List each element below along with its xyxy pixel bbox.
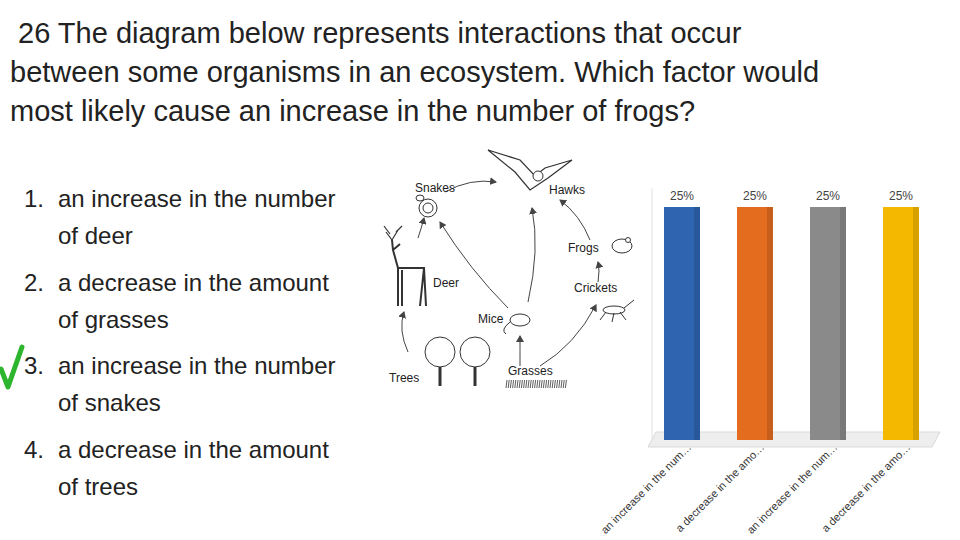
node-label: Deer [433, 276, 459, 290]
data-label: 25% [670, 189, 694, 203]
bar [883, 207, 919, 440]
value-axis-line [652, 188, 653, 440]
option-number: 1. [24, 180, 44, 217]
option-text: an increase in the number of snakes [58, 347, 348, 421]
question-line: between some organisms in an ecosystem. … [10, 53, 819, 92]
tree-icon [425, 337, 455, 367]
arrow [440, 222, 508, 308]
option-number: 2. [24, 264, 44, 301]
node-label: Hawks [549, 183, 585, 197]
node-label: Frogs [568, 241, 599, 255]
arrow [528, 208, 535, 302]
arrow [402, 312, 408, 352]
bar-shade [767, 207, 773, 440]
snake-icon [416, 195, 424, 201]
cricket-icon [600, 300, 634, 322]
hawk-icon [533, 171, 543, 181]
data-label: 25% [889, 189, 913, 203]
data-label: 25% [816, 189, 840, 203]
node-label: Crickets [574, 281, 617, 295]
arrow [520, 336, 521, 366]
arrow [418, 218, 424, 238]
tree-icon [439, 367, 442, 386]
grass-icon [506, 380, 566, 388]
category-label: a decrease in the amo… [819, 441, 912, 534]
cricket-icon [603, 306, 625, 314]
arrow [560, 200, 590, 240]
arrow [598, 262, 599, 282]
snake-icon [419, 199, 437, 217]
bar [810, 207, 846, 440]
bar-shade [913, 207, 919, 440]
data-label: 25% [743, 189, 767, 203]
node-label: Trees [389, 371, 419, 385]
node-label: Grasses [508, 364, 553, 378]
option-text: an increase in the number of deer [58, 180, 348, 254]
bar [664, 207, 700, 440]
deer-icon [384, 226, 402, 240]
option-text: a decrease in the amount of trees [58, 431, 348, 505]
question-line: 26 The diagram below represents interact… [10, 14, 741, 53]
tree-icon [460, 337, 490, 367]
checkmark [1, 347, 22, 387]
snake-icon [423, 203, 433, 213]
node-label: Mice [478, 312, 504, 326]
bar [737, 207, 773, 440]
chart: 25%an increase in the num…25%a decrease … [598, 188, 940, 536]
bar-shade [694, 207, 700, 440]
node-label: Snakes [415, 181, 455, 195]
arrow [540, 305, 596, 366]
food-web: Snakes Hawks Frogs Crickets Deer Mice Trees Gra… [384, 150, 634, 388]
slide: {"question_lines": [" 26 The diagram bel… [0, 0, 960, 540]
deer-icon [392, 240, 426, 306]
mouse-icon [504, 322, 510, 334]
frog-icon [626, 238, 631, 243]
question-line: most likely cause an increase in the num… [10, 92, 695, 131]
option-number: 3. [24, 347, 44, 384]
tree-icon [474, 367, 477, 386]
mouse-icon [510, 314, 530, 326]
bars [664, 207, 919, 440]
option-number: 4. [24, 431, 44, 468]
bar-shade [840, 207, 846, 440]
option-text: a decrease in the amount of grasses [58, 264, 348, 338]
